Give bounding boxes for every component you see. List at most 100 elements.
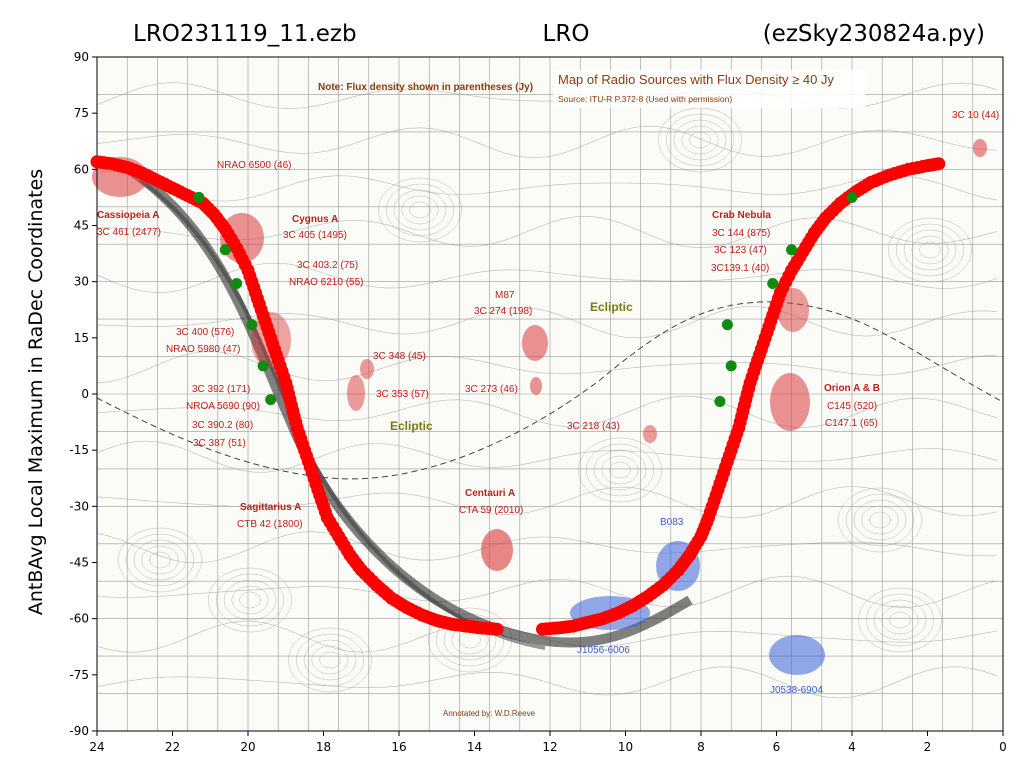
label-nroa5690: NROA 5690 (90) [186,401,260,412]
contour-ring [288,627,372,693]
contour-ring [303,639,357,681]
contour-ring [378,177,462,243]
series-1 [193,191,858,407]
y-axis-ticks: 90 75 60 45 30 15 0 -15 -30 -45 -60 -75 -90 [69,50,97,738]
c10-blob [973,139,987,157]
label-b083: B083 [660,517,684,528]
data-point [490,622,504,636]
label-c400: 3C 400 (576) [176,327,234,338]
contour-ring [845,493,915,547]
chart-title-center: LRO [543,21,590,47]
data-point [257,360,269,372]
j0538-blob [769,635,825,675]
x-tick-label: 24 [89,740,104,754]
label-crab-name: Crab Nebula [712,210,771,221]
data-point [219,244,231,256]
label-c387: 3C 387 (51) [193,438,246,449]
contour-ring [881,605,919,635]
label-orion-2: C147.1 (65) [825,418,878,429]
contour-ring [838,487,922,553]
contour-ring [665,113,735,167]
label-crab-1: 3C 144 (875) [712,228,770,239]
contour-line [96,170,998,202]
map-note: Note: Flux density shown in parentheses … [318,82,533,93]
y-tick-label: 30 [74,275,89,289]
contour-ring [919,241,941,259]
contour-ring [393,189,447,231]
y-tick-label: 90 [74,50,89,64]
contour-ring [385,183,455,237]
y-tick-label: -45 [69,556,89,570]
contour-ring [689,131,711,149]
label-c218: 3C 218 (43) [567,421,620,432]
background-sky-map: Note: Flux density shown in parentheses … [92,56,1004,732]
contour-ring [869,511,891,529]
data-series [90,155,946,636]
y-tick-label: 15 [74,331,89,345]
y-tick-label: 75 [74,106,89,120]
data-point [786,244,798,256]
contour-ring [401,195,439,225]
contour-ring [125,533,195,587]
contour-ring [208,567,292,633]
contour-ring [215,573,285,627]
map-title: Map of Radio Sources with Flux Density ≥… [558,72,834,87]
label-orion-1: C145 (520) [827,401,877,412]
contour-ring [888,217,972,283]
c353-blob [347,375,365,411]
y-tick-label: -90 [69,724,89,738]
data-point [932,157,946,171]
contour-ring [895,223,965,277]
contour-ring [231,585,269,615]
contour-ring [873,599,927,641]
centauri-blob [481,529,513,571]
contour-ring [311,645,349,675]
label-crab-3: 3C139.1 (40) [711,263,769,274]
label-j1056: J1056-6006 [577,645,630,656]
data-point [246,319,258,331]
y-tick-label: 0 [81,387,89,401]
label-cygnus-name: Cygnus A [292,214,338,225]
label-m87-name: M87 [495,290,515,301]
x-tick-label: 10 [618,740,633,754]
label-orion-name: Orion A & B [824,383,880,394]
label-c10: 3C 10 (44) [952,110,999,121]
y-tick-label: -75 [69,668,89,682]
orion-blob [770,373,810,431]
contour-ring [593,449,647,491]
x-tick-label: 2 [924,740,932,754]
label-c392: 3C 392 (171) [192,384,250,395]
crab-blob [777,288,809,332]
x-tick-label: 12 [542,740,557,754]
label-centauri-name: Centauri A [465,488,515,499]
contour-line [96,486,998,519]
label-centauri-val: CTA 59 (2010) [459,505,523,516]
y-tick-label: 60 [74,162,89,176]
y-tick-label: -15 [69,443,89,457]
y-tick-label: -60 [69,612,89,626]
contour-ring [585,443,655,497]
ecliptic-line [96,301,1004,480]
label-c273: 3C 273 (46) [465,384,518,395]
y-tick-label: -30 [69,499,89,513]
contour-ring [673,119,727,161]
label-cassiopeia-val: 3C 461 (2477) [97,227,161,238]
x-tick-label: 6 [773,740,781,754]
contour-ring [889,611,911,629]
label-nrao5980: NRAO 5980 (47) [166,344,240,355]
contour-line [96,666,998,699]
m87-blob [522,325,548,361]
contour-ring [409,201,431,219]
contour-line [96,395,998,428]
label-nrao6500: NRAO 6500 (46) [217,160,291,171]
x-tick-label: 18 [316,740,331,754]
chart-title-left: LRO231119_11.ezb [133,21,357,47]
contour-ring [141,545,179,575]
map-grid [96,56,1004,732]
data-point [265,394,277,406]
contour-ring [681,125,719,155]
map-title-box [553,70,865,108]
x-tick-label: 20 [240,740,255,754]
contour-ring [853,499,907,541]
